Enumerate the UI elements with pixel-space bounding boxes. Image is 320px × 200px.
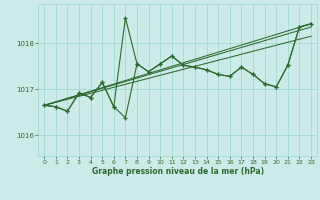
X-axis label: Graphe pression niveau de la mer (hPa): Graphe pression niveau de la mer (hPa) (92, 167, 264, 176)
